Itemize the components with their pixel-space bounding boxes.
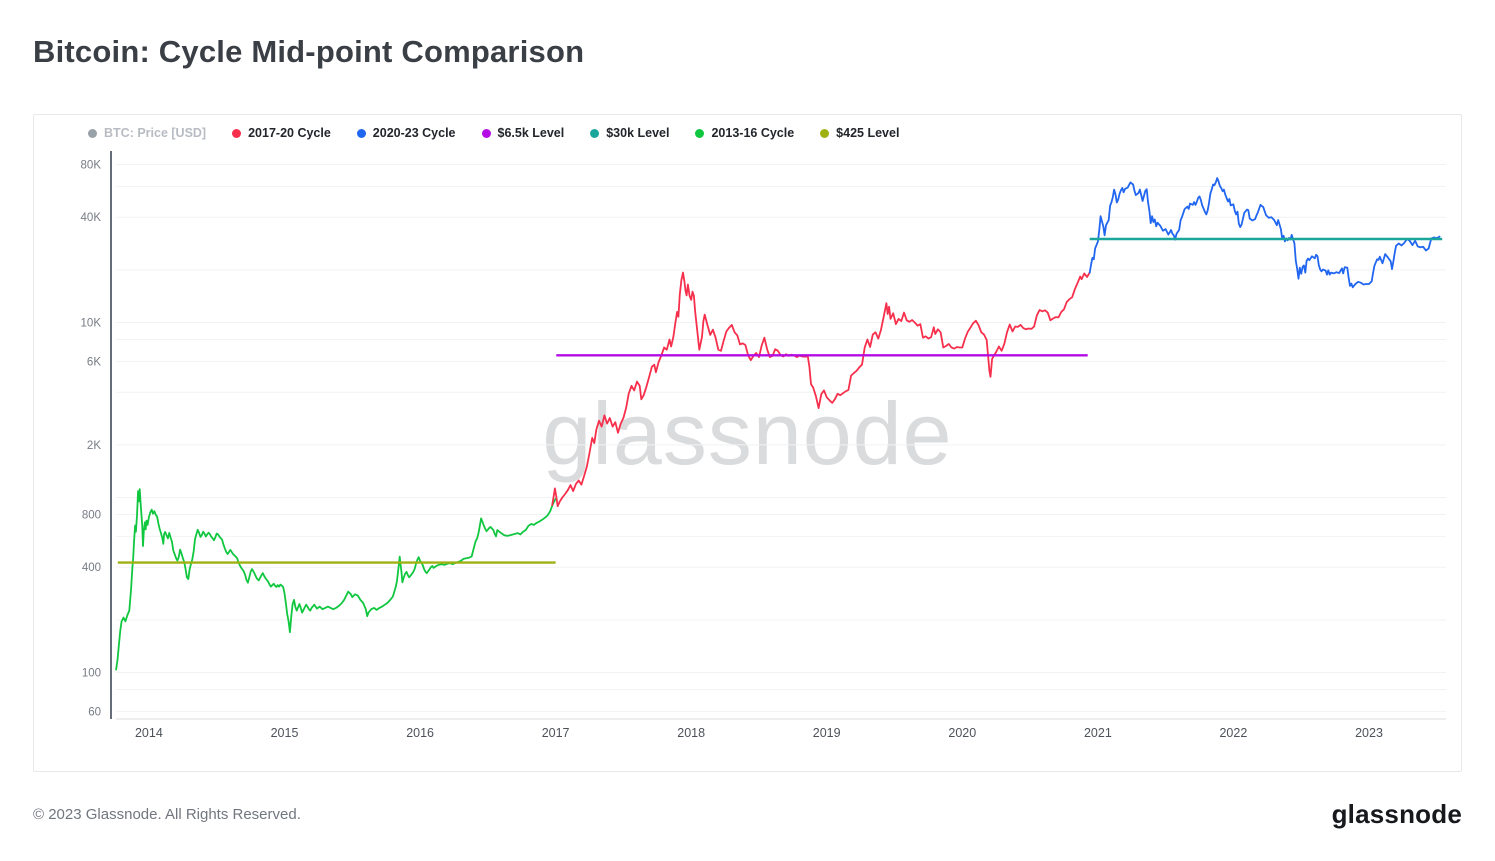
y-tick-label: 6K xyxy=(87,356,101,368)
x-tick-label: 2023 xyxy=(1355,726,1383,740)
x-tick-label: 2017 xyxy=(542,726,570,740)
glassnode-watermark: glassnode xyxy=(542,384,953,483)
legend-item-2013-16-cycle[interactable]: 2013-16 Cycle xyxy=(695,126,794,140)
series-2013-16-cycle xyxy=(115,488,557,671)
legend-item-label: 2013-16 Cycle xyxy=(711,126,795,140)
x-tick-label: 2022 xyxy=(1219,726,1247,740)
chart-panel: BTC: Price [USD] 2017-20 Cycle 2020-23 Cyc… xyxy=(33,114,1462,772)
legend-dot-icon xyxy=(356,128,366,138)
x-axis-labels: 2014 2015 2016 2017 2018 2019 2020 2021 2022 2023 xyxy=(135,726,1383,740)
y-tick-label: 400 xyxy=(82,562,101,574)
chart-legend: BTC: Price [USD] 2017-20 Cycle 2020-23 Cyc… xyxy=(88,126,899,140)
legend-dot-icon xyxy=(232,128,242,138)
legend-item-label: $425 Level xyxy=(836,126,900,140)
x-tick-label: 2016 xyxy=(406,726,434,740)
series-2017-20-cycle xyxy=(551,271,1091,508)
y-tick-label: 60 xyxy=(88,706,101,718)
x-tick-label: 2020 xyxy=(948,726,976,740)
y-tick-label: 80K xyxy=(81,160,102,172)
copyright-text: © 2023 Glassnode. All Rights Reserved. xyxy=(33,805,301,823)
legend-item-label: $30k Level xyxy=(606,126,670,140)
footer: © 2023 Glassnode. All Rights Reserved. g… xyxy=(33,790,1462,838)
legend-item-2020-23-cycle[interactable]: 2020-23 Cycle xyxy=(356,126,456,140)
legend-item-425-level[interactable]: $425 Level xyxy=(820,126,899,140)
series-2020-23-cycle xyxy=(1088,177,1441,289)
gridlines-group xyxy=(116,164,1446,712)
legend-dot-icon xyxy=(695,128,705,138)
y-tick-label: 800 xyxy=(82,510,101,522)
y-tick-label: 100 xyxy=(82,668,101,680)
legend-item-6-5k-level[interactable]: $6.5k Level xyxy=(481,126,565,140)
y-tick-label: 40K xyxy=(81,212,102,224)
legend-dot-icon xyxy=(481,128,491,138)
legend-item-label: 2017-20 Cycle xyxy=(248,126,331,140)
chart-canvas[interactable]: 80K 40K 10K 6K 2K 800 400 100 60 2014 2015 2016 2017… xyxy=(34,115,1461,771)
legend-item-2017-20-cycle[interactable]: 2017-20 Cycle xyxy=(232,126,331,140)
y-axis-labels: 80K 40K 10K 6K 2K 800 400 100 60 xyxy=(81,160,102,719)
legend-dot-icon xyxy=(820,128,830,138)
y-tick-label: 10K xyxy=(81,318,102,330)
y-tick-label: 2K xyxy=(87,440,101,452)
page-title: Bitcoin: Cycle Mid-point Comparison xyxy=(33,34,585,69)
legend-item-btc-price-usd[interactable]: BTC: Price [USD] xyxy=(88,126,206,140)
legend-item-label: BTC: Price [USD] xyxy=(104,126,207,140)
legend-item-label: $6.5k Level xyxy=(497,126,565,140)
x-tick-label: 2015 xyxy=(271,726,299,740)
x-tick-label: 2019 xyxy=(813,726,841,740)
x-tick-label: 2014 xyxy=(135,726,163,740)
legend-item-30k-level[interactable]: $30k Level xyxy=(590,126,669,140)
legend-dot-icon xyxy=(590,128,600,138)
x-tick-label: 2021 xyxy=(1084,726,1112,740)
glassnode-logo: glassnode xyxy=(1331,798,1462,829)
legend-dot-icon xyxy=(88,128,97,138)
x-tick-label: 2018 xyxy=(677,726,705,740)
legend-item-label: 2020-23 Cycle xyxy=(372,126,456,140)
